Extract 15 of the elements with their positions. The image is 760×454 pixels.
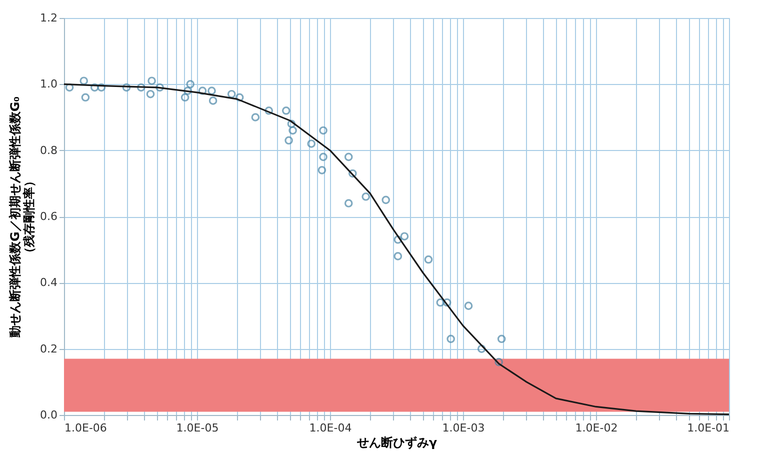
x-tick-label: 1.0E-02 [575, 422, 618, 434]
y-tick-label: 0.6 [40, 210, 58, 223]
x-tick-label: 1.0E-01 [687, 422, 730, 434]
y-tick-label: 1.0 [40, 78, 58, 91]
x-tick-label: 1.0E-04 [309, 422, 352, 434]
y-axis-title: 動せん断弾性係数G／初期せん断弾性係数G₀ （残存剛性率） [8, 96, 36, 338]
y-tick-label: 0.0 [40, 408, 58, 422]
y-tick-label: 1.2 [40, 12, 58, 24]
x-tick-label: 1.0E-03 [442, 422, 485, 434]
x-tick-label: 1.0E-06 [64, 422, 107, 434]
y-tick-label: 0.2 [40, 342, 58, 356]
y-tick-label: 0.8 [40, 144, 58, 157]
x-tick-label: 1.0E-05 [176, 422, 219, 434]
y-tick-label: 0.4 [40, 276, 58, 290]
x-axis-title: せん断ひずみγ [356, 436, 438, 450]
